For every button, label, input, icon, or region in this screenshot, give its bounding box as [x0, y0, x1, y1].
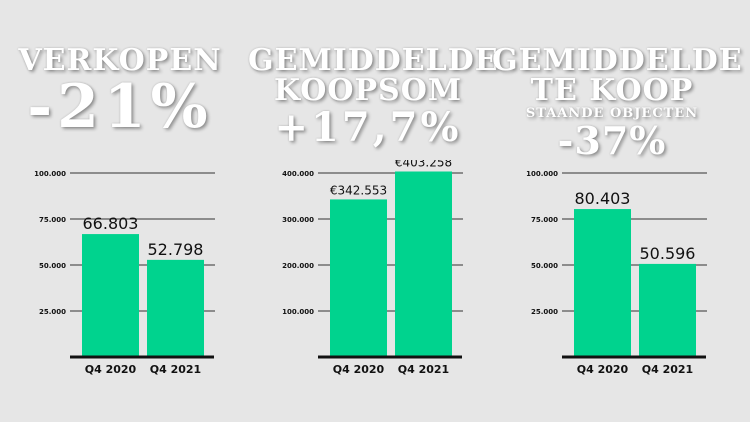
headline-line-2: KOOPSOM [273, 73, 463, 108]
headline-line-1: GEMIDDELDE [248, 43, 499, 78]
y-tick-label: 50.000 [531, 262, 558, 270]
y-tick-label: 200.000 [282, 262, 314, 270]
panel-gemiddelde-koopsom: GEMIDDELDE KOOPSOM +17,7% 100.000 200.000… [248, 0, 499, 422]
x-tick-label: Q4 2021 [150, 363, 201, 376]
headline-line-3: +17,7% [274, 104, 462, 151]
y-tick-label: 75.000 [531, 216, 558, 224]
bar-chart: 25.000 50.000 75.000 100.000 66.803 Q4 2020 52… [34, 170, 215, 376]
headline-line-3: STAANDE OBJECTEN [525, 106, 699, 121]
bar-2 [395, 171, 452, 357]
y-tick-label: 300.000 [282, 216, 314, 224]
bar-2 [147, 259, 204, 357]
y-tick-label: 75.000 [39, 216, 66, 224]
headline-line-1: GEMIDDELDE [492, 43, 743, 78]
y-tick-label: 100.000 [282, 308, 314, 316]
headline-line-2: -21% [27, 72, 213, 142]
data-label: €342.553 [330, 183, 387, 197]
bar-1 [82, 234, 139, 357]
headline-line-2: TE KOOP [530, 73, 694, 108]
panel-te-koop-staande-objecten: GEMIDDELDE TE KOOP STAANDE OBJECTEN -37%… [492, 0, 743, 422]
headline: VERKOPEN -21% [0, 43, 240, 142]
headline-line-1: VERKOPEN [18, 43, 222, 78]
bar-chart: 25.000 50.000 75.000 100.000 80.403 Q4 2020 50… [526, 170, 707, 376]
data-label: 50.596 [640, 244, 696, 263]
data-label: 80.403 [575, 189, 631, 208]
x-tick-label: Q4 2021 [642, 363, 693, 376]
x-tick-label: Q4 2020 [85, 363, 137, 376]
headline-line-4: -37% [557, 118, 667, 163]
bar-1 [330, 199, 387, 357]
x-tick-label: Q4 2021 [398, 363, 449, 376]
headline: GEMIDDELDE TE KOOP STAANDE OBJECTEN -37% [492, 43, 743, 163]
x-tick-label: Q4 2020 [333, 363, 385, 376]
x-tick-label: Q4 2020 [577, 363, 629, 376]
bar-chart: 100.000 200.000 300.000 400.000 €342.553 Q4 2… [282, 160, 463, 376]
data-label: 66.803 [83, 214, 139, 233]
headline: GEMIDDELDE KOOPSOM +17,7% [248, 43, 499, 151]
panel-verkopen: VERKOPEN -21% 25.000 50.000 75.000 100.000 6… [0, 0, 240, 422]
data-label: 52.798 [148, 240, 204, 259]
data-label: €403.258 [395, 160, 452, 170]
bar-1 [574, 209, 631, 357]
y-tick-label: 25.000 [531, 308, 558, 316]
y-tick-label: 50.000 [39, 262, 66, 270]
y-tick-label: 100.000 [526, 170, 558, 178]
y-tick-label: 400.000 [282, 170, 314, 178]
y-tick-label: 25.000 [39, 308, 66, 316]
y-tick-label: 100.000 [34, 170, 66, 178]
bar-2 [639, 263, 696, 357]
